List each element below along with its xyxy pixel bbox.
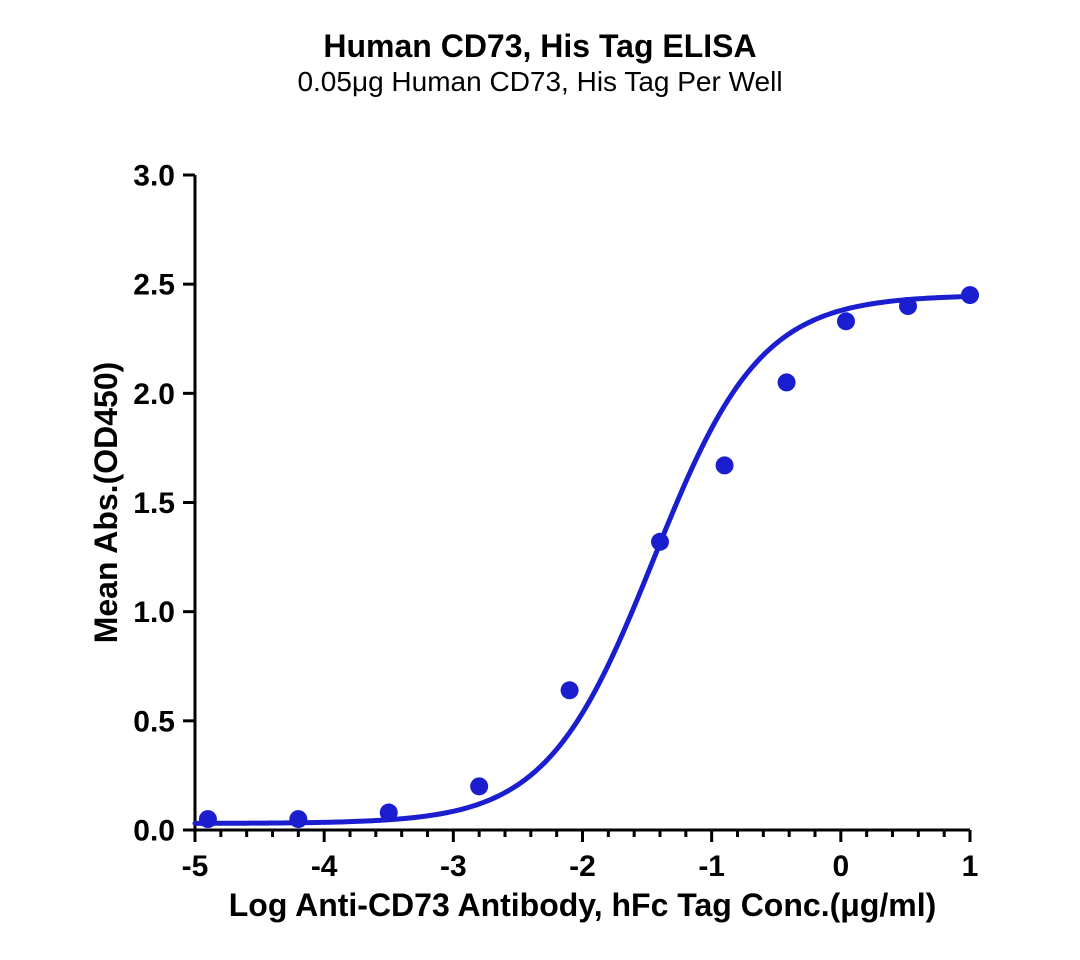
chart-title: Human CD73, His Tag ELISA [0, 28, 1080, 65]
x-tick-label: -2 [569, 850, 596, 883]
data-point [380, 804, 398, 822]
data-point [716, 456, 734, 474]
y-tick-label: 1.0 [133, 596, 175, 629]
chart-subtitle: 0.05μg Human CD73, His Tag Per Well [0, 66, 1080, 98]
data-point [470, 777, 488, 795]
fit-curve [195, 296, 970, 823]
title-text: Human CD73, His Tag ELISA [323, 28, 756, 64]
data-point [778, 373, 796, 391]
data-point [651, 533, 669, 551]
x-tick-label: -1 [698, 850, 725, 883]
subtitle-text: 0.05μg Human CD73, His Tag Per Well [297, 66, 782, 97]
y-tick-label: 2.5 [133, 269, 175, 302]
data-point [837, 312, 855, 330]
data-point [199, 810, 217, 828]
data-point [561, 681, 579, 699]
y-axis-label: Mean Abs.(OD450) [88, 362, 124, 644]
y-tick-label: 0.5 [133, 705, 175, 738]
data-point [899, 297, 917, 315]
data-point [289, 810, 307, 828]
x-tick-label: -5 [182, 850, 209, 883]
y-tick-label: 1.5 [133, 487, 175, 520]
x-tick-label: 0 [832, 850, 849, 883]
y-tick-label: 0.0 [133, 815, 175, 848]
chart-container: Human CD73, His Tag ELISA 0.05μg Human C… [0, 0, 1080, 960]
data-point [961, 286, 979, 304]
x-tick-label: 1 [962, 850, 979, 883]
y-tick-label: 3.0 [133, 160, 175, 193]
x-tick-label: -3 [440, 850, 467, 883]
x-tick-label: -4 [311, 850, 338, 883]
x-axis-label: Log Anti-CD73 Antibody, hFc Tag Conc.(μg… [229, 887, 937, 923]
chart-svg: -5 -4 -3 -2 -1 0 1 0.0 0.5 1.0 1.5 2.0 2.5 3.0 Log An… [0, 0, 1080, 960]
y-tick-label: 2.0 [133, 378, 175, 411]
